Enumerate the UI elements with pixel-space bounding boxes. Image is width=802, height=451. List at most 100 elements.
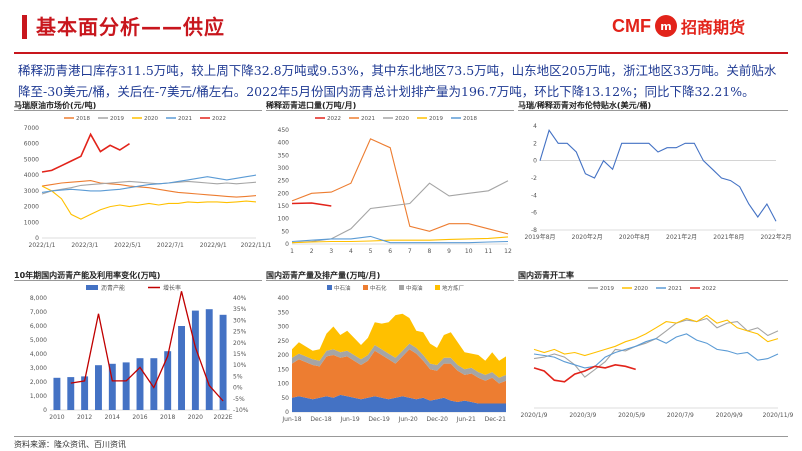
series-line-2019 [41,180,257,195]
series-line-2020 [291,180,509,244]
chart-p4: 0 1,000 2,000 3,000 4,000 5,000 6,000 7,000 8,00… [30,284,249,421]
y-tick-label: 250 [278,338,290,345]
y-tick-label: 3,000 [30,365,47,372]
y-tick-label: 5,000 [30,337,47,344]
legend-label: 2021 [361,116,375,122]
panel-divider [266,280,514,281]
panel-divider [14,280,262,281]
bar-2011 [67,377,75,410]
area-中石化 [292,349,506,404]
logo-latin: CMF [612,15,651,36]
chart-title-p1: 马瑞原油市场价(元/吨) [14,101,97,110]
legend-label: 2020 [144,116,158,122]
legend-label: 2021 [178,116,192,122]
x-tick-label: 2014 [105,414,120,421]
chart-title-p5: 国内沥青产量及排产量(万吨/月) [266,271,381,280]
legend-label: 中石化 [370,284,387,292]
x-tick-label: 2022/3/1 [71,242,98,249]
bar-2016 [136,358,144,410]
series-line-2021 [533,333,779,369]
y-tick-label: 300 [278,324,290,331]
series-line-2020 [533,314,779,357]
x-tick-label: 8 [428,248,432,255]
x-tick-label: 2021年8月 [713,233,744,241]
x-tick-label: Dec-18 [310,416,332,423]
y-tick-label: 6,000 [30,323,47,330]
chart-title-p2: 稀释沥青进口量(万吨/月) [266,101,357,110]
bar-2013 [95,365,102,410]
page-header: 基本面分析——供应 CMF m 招商期货 [0,0,802,50]
y2-tick-label: 15% [233,351,247,358]
series-line-2022 [291,202,332,207]
x-tick-label: Dec-19 [368,416,390,423]
bar-2019 [178,326,185,410]
y-tick-label: 350 [278,309,290,316]
y-tick-label: 100 [278,381,290,388]
series-line-2018 [41,180,257,198]
y-tick-label: 3000 [24,188,39,195]
x-tick-label: 6 [388,248,392,255]
y-tick-label: 4,000 [30,351,47,358]
x-tick-label: 2022/7/1 [157,242,184,249]
panel-divider [14,110,262,111]
chart-p6: 2020/1/9 2020/3/9 2020/5/9 2020/7/9 2020/9/9… [521,286,794,419]
y-tick-label: 0 [43,407,47,414]
x-tick-label: 2022年2月 [760,233,791,241]
legend-swatch [399,285,404,290]
legend-label: 2022 [702,286,716,292]
y-tick-label: 2 [533,140,537,147]
x-tick-label: 2022E [214,414,233,421]
series-line-2021 [41,174,257,193]
bar-2012 [81,376,89,410]
y-tick-label: 300 [278,165,290,172]
x-tick-label: 2020/3/9 [569,412,596,419]
x-tick-label: Dec-21 [485,416,507,423]
legend-label: 2022 [212,116,226,122]
y2-tick-label: -5% [233,396,245,403]
y-tick-label: 0 [533,158,537,165]
legend-label: 2021 [668,286,682,292]
y-tick-label: 1,000 [30,393,47,400]
y-tick-label: 50 [281,228,289,235]
y2-tick-label: 10% [233,362,247,369]
bar-2021 [205,309,213,410]
x-tick-label: 2010 [49,414,64,421]
panel-divider [518,280,788,281]
y-tick-label: 200 [278,190,290,197]
x-tick-label: 2022/11/1 [241,242,272,249]
legend-label: 2022 [327,116,341,122]
y-tick-label: 1000 [24,219,39,226]
x-tick-label: 2016 [132,414,147,421]
y-tick-label: -8 [531,227,537,234]
y-tick-label: 450 [278,127,290,134]
x-tick-label: 2020/5/9 [618,412,645,419]
legend-label: 2019 [600,286,614,292]
legend-swatch [86,285,98,290]
x-tick-label: 3 [329,248,333,255]
x-tick-label: 5 [369,248,373,255]
y-tick-label: 50 [281,395,289,402]
chart-p5: 0 50 100 150 200 250 300 350 400 Jun-18 Dec-18 Jun-… [278,284,507,423]
chart-p3: -8 -6 -4 -2 0 2 4 2019年8月 2020年2月 2020年8月 2021年2月 2… [524,123,791,241]
x-tick-label: 2020/7/9 [667,412,694,419]
area-中石油 [292,394,506,412]
x-tick-label: 12 [504,248,512,255]
legend-swatch [435,285,440,290]
y-tick-label: 7000 [24,125,39,132]
x-tick-label: Jun-18 [281,416,301,423]
y-tick-label: 2,000 [30,379,47,386]
legend-label: 2020 [395,116,409,122]
series-line-贴水 [539,129,777,222]
x-tick-label: 2022/5/1 [114,242,141,249]
legend-label: 2018 [463,116,477,122]
y-tick-label: 4000 [24,172,39,179]
y2-tick-label: 40% [233,295,247,302]
logo-mark-icon: m [655,15,677,37]
legend-swatch [327,285,332,290]
series-line-增长率 [70,291,224,402]
x-tick-label: 2020年8月 [619,233,650,241]
y-tick-label: 2000 [24,204,39,211]
x-tick-label: 2 [310,248,314,255]
legend-label: 2020 [634,286,648,292]
y2-tick-label: 30% [233,317,247,324]
